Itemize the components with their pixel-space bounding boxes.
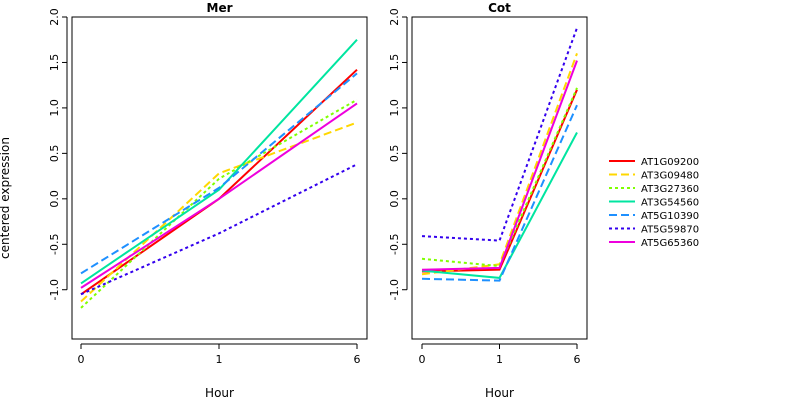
- series-line-at3g09480: [421, 53, 578, 276]
- x-axis-title: Hour: [485, 386, 514, 400]
- series-line-at3g54560: [421, 132, 578, 279]
- y-tick-label: 2.0: [388, 8, 401, 26]
- legend-label: AT5G10390: [641, 211, 699, 222]
- y-tick-label: 2.0: [48, 8, 61, 26]
- legend-label: AT3G27360: [641, 184, 699, 195]
- x-tick-label: 0: [78, 353, 85, 366]
- legend-label: AT1G09200: [641, 157, 699, 168]
- y-tick-label: -0.5: [48, 234, 61, 255]
- panel-cot: Cot -1.0 -0.5 0.0 0.5 1.0 1.5 2.0 0 1 6 Hour: [388, 1, 588, 400]
- y-tick-label: 1.0: [388, 99, 401, 117]
- series-line-at5g65360: [421, 60, 578, 271]
- y-tick-label: -0.5: [388, 234, 401, 255]
- y-axis-title: centered expression: [0, 137, 12, 259]
- x-axis-title: Hour: [205, 386, 234, 400]
- panel-title: Mer: [207, 1, 233, 15]
- chart-panels: Mer -1.0 -0.5 0.0 0.5 1.0 1.5 2.0 0 1 6 Hour Cot -1.0…: [48, 1, 588, 400]
- legend: AT1G09200 AT3G09480 AT3G27360 AT3G54560 AT5G…: [609, 157, 699, 249]
- series-line-at3g54560: [80, 39, 358, 285]
- legend-label: AT5G59870: [641, 225, 699, 236]
- series-line-at3g27360: [80, 98, 358, 309]
- plot-frame: [411, 16, 588, 340]
- series-line-at3g09480: [80, 121, 358, 303]
- series-line-at5g65360: [80, 102, 358, 289]
- series-line-at5g59870: [421, 27, 578, 242]
- x-tick-label: 6: [574, 353, 581, 366]
- y-tick-label: 0.5: [48, 145, 61, 163]
- x-tick-label: 1: [496, 353, 503, 366]
- legend-label: AT3G54560: [641, 198, 699, 209]
- x-tick-label: 1: [216, 353, 223, 366]
- y-tick-label: 0.0: [388, 190, 401, 208]
- x-tick-label: 6: [354, 353, 361, 366]
- panel-mer: Mer -1.0 -0.5 0.0 0.5 1.0 1.5 2.0 0 1 6 Hour: [48, 1, 368, 400]
- series-line-at3g27360: [421, 87, 578, 268]
- y-tick-label: -1.0: [388, 279, 401, 300]
- x-tick-label: 0: [419, 353, 426, 366]
- y-tick-label: 1.5: [48, 54, 61, 72]
- panel-title: Cot: [488, 1, 511, 15]
- legend-label: AT5G65360: [641, 238, 699, 249]
- y-tick-label: 1.5: [388, 54, 401, 72]
- series-line-at5g10390: [421, 104, 578, 282]
- y-tick-label: -1.0: [48, 279, 61, 300]
- y-tick-label: 0.0: [48, 190, 61, 208]
- series-line-at5g10390: [80, 72, 358, 275]
- plot-frame: [71, 16, 368, 340]
- legend-label: AT3G09480: [641, 171, 699, 182]
- y-tick-label: 1.0: [48, 99, 61, 117]
- series-line-at5g59870: [80, 163, 358, 296]
- y-tick-label: 0.5: [388, 145, 401, 163]
